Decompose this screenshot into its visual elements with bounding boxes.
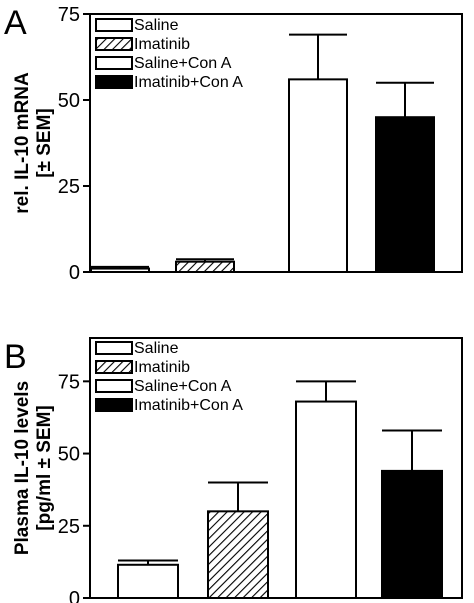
y-tick-label: 75 bbox=[58, 371, 80, 393]
legend-label: Saline bbox=[134, 340, 179, 357]
legend-label: Imatinib bbox=[134, 359, 190, 376]
y-tick-label: 50 bbox=[58, 90, 80, 112]
legend-swatch bbox=[95, 37, 133, 51]
legend-swatch bbox=[95, 341, 133, 355]
plot-frame bbox=[89, 13, 463, 273]
y-tick-label: 25 bbox=[58, 516, 80, 538]
bar-imatinib-con-a bbox=[381, 469, 443, 599]
bar-saline-con-a bbox=[288, 78, 348, 273]
legend-swatch bbox=[95, 398, 133, 412]
legend-label: Saline bbox=[134, 17, 179, 34]
y-axis-label: rel. IL-10 mRNA bbox=[12, 72, 33, 214]
legend-label: Imatinib+Con A bbox=[134, 74, 243, 91]
legend-label: Imatinib+Con A bbox=[134, 397, 243, 414]
bar-imatinib bbox=[207, 510, 269, 600]
legend-swatch bbox=[95, 75, 133, 89]
legend-swatch bbox=[95, 360, 133, 374]
bar-imatinib-con-a bbox=[375, 116, 435, 273]
y-tick-label: 25 bbox=[58, 176, 80, 198]
legend-label: Imatinib bbox=[134, 36, 190, 53]
y-axis-label: Plasma IL-10 levels bbox=[12, 381, 33, 555]
y-tick-label: 50 bbox=[58, 444, 80, 466]
legend-label: Saline+Con A bbox=[134, 55, 232, 72]
panel-label: A bbox=[4, 4, 27, 42]
y-tick-label: 0 bbox=[69, 588, 80, 603]
legend-swatch bbox=[95, 56, 133, 70]
chart-panel-b: B 0 25 50 75 Plasma IL-10 levels [pg/ml ± SEM]… bbox=[4, 337, 463, 603]
chart-panel-a: A 0 25 50 75 rel. IL-10 mRNA [± SEM] Saline Imat… bbox=[4, 4, 463, 284]
bar-saline-con-a bbox=[295, 400, 357, 599]
bar-saline bbox=[117, 563, 179, 599]
legend-swatch bbox=[95, 379, 133, 393]
panel-label: B bbox=[4, 338, 27, 376]
y-axis-label: [± SEM] bbox=[34, 108, 55, 178]
bar-saline bbox=[90, 267, 150, 273]
y-axis-label: [pg/ml ± SEM] bbox=[34, 405, 55, 530]
legend-swatch bbox=[95, 18, 133, 32]
bar-imatinib bbox=[175, 260, 235, 273]
legend-label: Saline+Con A bbox=[134, 378, 232, 395]
y-tick-label: 0 bbox=[69, 262, 80, 284]
y-tick-label: 75 bbox=[58, 4, 80, 26]
plot-frame bbox=[89, 337, 463, 599]
